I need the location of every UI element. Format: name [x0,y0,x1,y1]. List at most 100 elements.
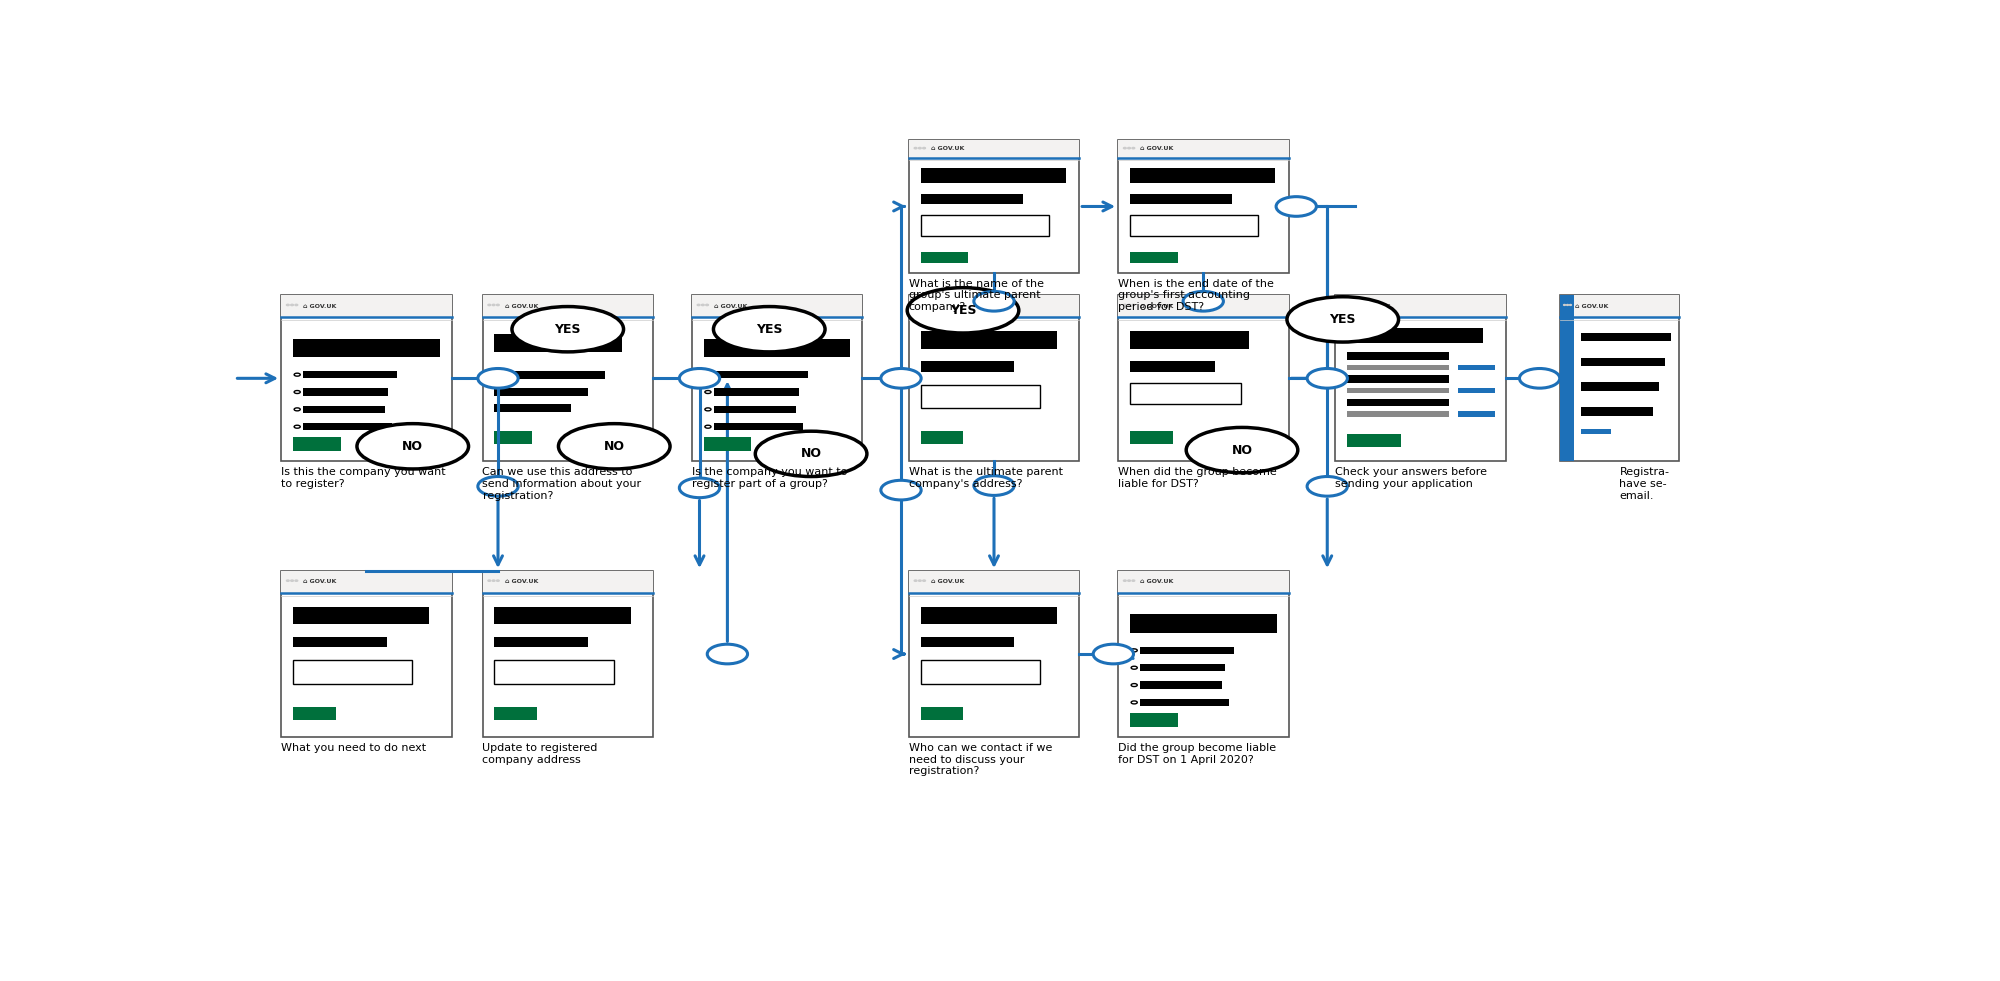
FancyBboxPatch shape [1118,571,1288,593]
FancyBboxPatch shape [1130,614,1276,633]
Text: What you need to do next: What you need to do next [280,744,426,753]
FancyBboxPatch shape [292,706,336,720]
FancyBboxPatch shape [1458,411,1496,417]
Circle shape [680,478,720,497]
Circle shape [914,304,916,306]
FancyBboxPatch shape [920,637,1014,647]
Circle shape [708,645,748,664]
Ellipse shape [908,287,1018,333]
Text: NO: NO [402,439,424,453]
Circle shape [918,580,922,582]
Text: YES: YES [756,323,782,336]
Circle shape [1344,304,1348,306]
Circle shape [880,369,922,388]
Text: What is the name of the
group's ultimate parent
company?: What is the name of the group's ultimate… [908,279,1044,312]
FancyBboxPatch shape [1346,398,1450,406]
Circle shape [294,425,300,429]
FancyBboxPatch shape [1560,295,1574,461]
Circle shape [702,304,704,306]
FancyBboxPatch shape [482,571,652,593]
Text: Is the company you want to
register part of a group?: Is the company you want to register part… [692,468,848,490]
Circle shape [294,390,300,393]
FancyBboxPatch shape [494,404,572,412]
Text: When is the end date of the
group's first accounting
period for DST?: When is the end date of the group's firs… [1118,279,1274,312]
FancyBboxPatch shape [920,361,1014,372]
Ellipse shape [1186,428,1298,473]
Text: NO: NO [1232,443,1252,456]
FancyBboxPatch shape [494,335,622,351]
Circle shape [492,580,494,582]
FancyBboxPatch shape [1130,384,1240,403]
Circle shape [1132,304,1134,306]
FancyBboxPatch shape [304,388,388,395]
FancyBboxPatch shape [1130,361,1216,372]
Circle shape [1184,291,1224,311]
FancyBboxPatch shape [1118,295,1288,461]
Circle shape [290,580,294,582]
FancyBboxPatch shape [1582,429,1612,435]
FancyBboxPatch shape [1346,329,1484,343]
FancyBboxPatch shape [704,437,752,451]
FancyBboxPatch shape [1140,646,1234,654]
FancyBboxPatch shape [482,571,652,737]
Text: Did the group become liable
for DST on 1 April 2020?: Did the group become liable for DST on 1… [1118,744,1276,765]
FancyBboxPatch shape [704,338,850,357]
Text: ⌂ GOV.UK: ⌂ GOV.UK [304,579,336,585]
FancyBboxPatch shape [1560,295,1680,317]
FancyBboxPatch shape [494,388,588,396]
Circle shape [294,304,298,306]
Text: ⌂ GOV.UK: ⌂ GOV.UK [1576,303,1608,309]
FancyBboxPatch shape [482,295,652,317]
Circle shape [496,304,500,306]
Circle shape [922,304,926,306]
FancyBboxPatch shape [908,140,1080,273]
Text: ⌂ GOV.UK: ⌂ GOV.UK [930,579,964,585]
FancyBboxPatch shape [714,423,802,431]
FancyBboxPatch shape [1130,431,1172,444]
FancyBboxPatch shape [1458,365,1496,371]
Text: ⌂ GOV.UK: ⌂ GOV.UK [1358,303,1390,309]
Text: ⌂ GOV.UK: ⌂ GOV.UK [504,303,538,309]
FancyBboxPatch shape [292,637,386,647]
Circle shape [680,369,720,388]
Text: Update to registered
company address: Update to registered company address [482,744,598,765]
Circle shape [1128,580,1130,582]
Circle shape [1124,304,1126,306]
Ellipse shape [356,424,468,469]
Ellipse shape [558,424,670,469]
FancyBboxPatch shape [494,637,588,647]
Text: YES: YES [950,304,976,317]
FancyBboxPatch shape [920,607,1058,624]
Circle shape [706,304,708,306]
FancyBboxPatch shape [1130,194,1232,204]
Circle shape [1132,701,1138,704]
Text: NO: NO [800,447,822,460]
FancyBboxPatch shape [482,295,652,461]
FancyBboxPatch shape [280,295,452,461]
Circle shape [914,147,916,149]
FancyBboxPatch shape [920,332,1058,348]
FancyBboxPatch shape [908,295,1080,317]
Circle shape [1348,304,1352,306]
Text: What is the ultimate parent
company's address?: What is the ultimate parent company's ad… [908,468,1062,490]
Circle shape [1124,580,1126,582]
FancyBboxPatch shape [292,660,412,684]
Circle shape [294,373,300,376]
FancyBboxPatch shape [908,295,1080,461]
FancyBboxPatch shape [1118,140,1288,158]
Circle shape [1124,147,1126,149]
FancyBboxPatch shape [280,295,452,317]
FancyBboxPatch shape [920,431,964,444]
FancyBboxPatch shape [1336,295,1506,317]
Text: ⌂ GOV.UK: ⌂ GOV.UK [1140,579,1174,585]
FancyBboxPatch shape [1346,411,1450,417]
Circle shape [286,304,290,306]
Circle shape [290,304,294,306]
FancyBboxPatch shape [494,706,538,720]
Text: YES: YES [554,323,580,336]
Circle shape [478,477,518,496]
Circle shape [974,476,1014,495]
Ellipse shape [1286,296,1398,342]
FancyBboxPatch shape [692,295,862,461]
FancyBboxPatch shape [1130,168,1274,182]
